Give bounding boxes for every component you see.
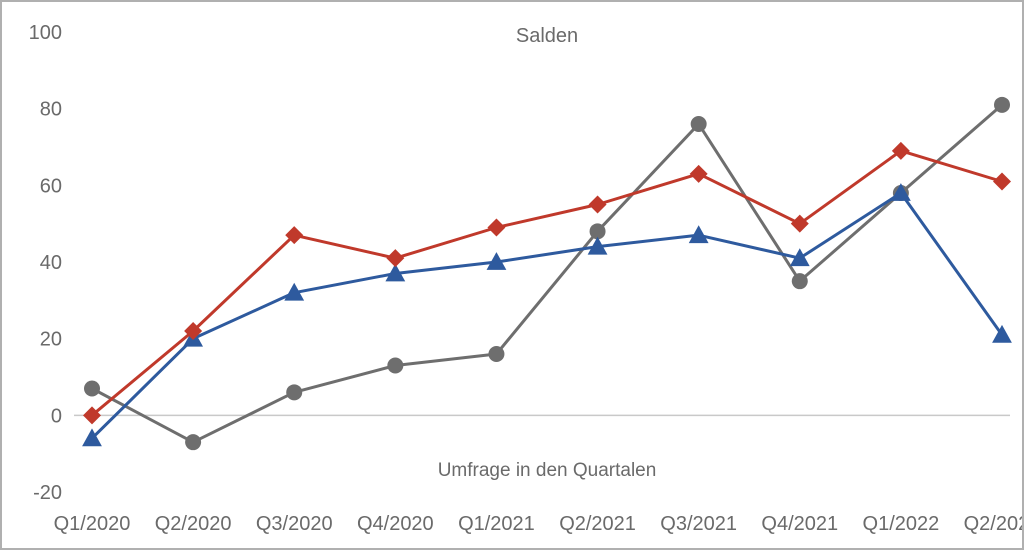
marker-series-gray xyxy=(994,97,1010,113)
marker-series-gray xyxy=(488,346,504,362)
x-tick-label: Q3/2020 xyxy=(256,513,333,535)
x-tick-label: Q2/2021 xyxy=(559,513,636,535)
marker-series-gray xyxy=(691,116,707,132)
series-line-series-gray xyxy=(92,105,1002,442)
marker-series-red xyxy=(589,196,607,214)
x-tick-label: Q4/2021 xyxy=(761,513,838,535)
y-tick-label: -20 xyxy=(33,482,62,504)
x-tick-label: Q4/2020 xyxy=(357,513,434,535)
marker-series-gray xyxy=(286,384,302,400)
chart-container: -20 0 20 40 60 80 100 Salden Umfrage in den Quar… xyxy=(0,0,1024,550)
marker-series-gray xyxy=(84,381,100,397)
series-line-series-red xyxy=(92,151,1002,416)
x-tick-label: Q2/2020 xyxy=(155,513,232,535)
y-tick-label: 0 xyxy=(51,405,62,427)
chart-title: Salden xyxy=(516,25,578,47)
y-tick-label: 80 xyxy=(40,99,62,121)
y-tick-label: 20 xyxy=(40,329,62,351)
marker-series-red xyxy=(487,219,505,237)
x-tick-label: Q1/2022 xyxy=(863,513,940,535)
y-tick-label: 40 xyxy=(40,252,62,274)
marker-series-red xyxy=(386,249,404,267)
x-tick-label: Q3/2021 xyxy=(660,513,737,535)
line-chart: -20 0 20 40 60 80 100 Salden Umfrage in den Quar… xyxy=(2,2,1022,548)
x-tick-label: Q1/2021 xyxy=(458,513,535,535)
x-tick-label: Q2/2022 xyxy=(964,513,1022,535)
y-tick-label: 100 xyxy=(29,22,62,44)
series-line-series-blue xyxy=(92,193,1002,438)
y-tick-label: 60 xyxy=(40,175,62,197)
chart-subtitle: Umfrage in den Quartalen xyxy=(438,460,657,481)
marker-series-gray xyxy=(387,358,403,374)
marker-series-red xyxy=(690,165,708,183)
x-tick-label: Q1/2020 xyxy=(54,513,131,535)
marker-series-gray xyxy=(185,434,201,450)
marker-series-gray xyxy=(792,273,808,289)
marker-series-blue xyxy=(689,225,709,243)
marker-series-red xyxy=(993,173,1011,191)
